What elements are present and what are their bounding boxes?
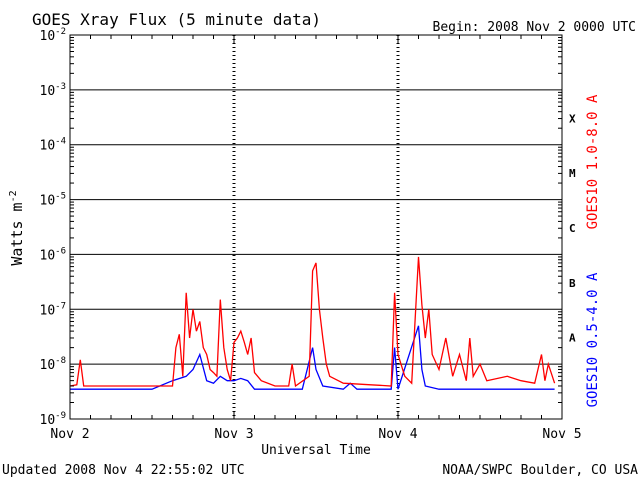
y-tick-base: 10 [40, 248, 56, 263]
x-tick-label: Nov 4 [378, 427, 417, 442]
chart-title: GOES Xray Flux (5 minute data) [32, 10, 321, 29]
flare-class-label: C [569, 222, 576, 235]
y-tick-base: 10 [40, 84, 56, 99]
y-tick-label: 10-2 [40, 27, 67, 44]
legend-long-label: GOES10 1.0-8.0 A [585, 94, 601, 229]
legend-short-label: GOES10 0.5-4.0 A [585, 272, 601, 407]
y-tick-base: 10 [40, 29, 56, 44]
y-tick-exp: -2 [55, 27, 66, 37]
y-tick-label: 10-8 [40, 356, 67, 373]
y-tick-base: 10 [40, 139, 56, 154]
y-tick-label: 10-9 [40, 411, 67, 428]
y-tick-base: 10 [40, 358, 56, 373]
y-tick-exp: -9 [55, 411, 66, 421]
y-tick-exp: -3 [55, 82, 66, 92]
y-tick-base: 10 [40, 194, 56, 209]
svg-text:Watts m-2: Watts m-2 [8, 190, 26, 265]
y-tick-exp: -5 [55, 192, 66, 202]
flare-class-label: B [569, 277, 576, 290]
y-tick-label: 10-5 [40, 192, 67, 209]
x-axis-label: Universal Time [261, 443, 371, 458]
flare-class-labels: X M C B A [569, 112, 576, 344]
y-tick-label: 10-6 [40, 246, 67, 263]
y-tick-exp: -4 [55, 137, 66, 147]
y-axis-label: Watts m-2 [8, 190, 26, 265]
flare-class-label: A [569, 332, 576, 345]
series-line-long [69, 256, 556, 388]
y-tick-base: 10 [40, 413, 56, 428]
x-tick-label: Nov 3 [214, 427, 253, 442]
credit-text: NOAA/SWPC Boulder, CO USA [442, 463, 638, 478]
x-tick-label: Nov 2 [50, 427, 89, 442]
series-lines [69, 256, 556, 390]
updated-timestamp: Updated 2008 Nov 4 22:55:02 UTC [2, 463, 245, 478]
y-tick-label: 10-4 [40, 137, 67, 154]
y-tick-base: 10 [40, 303, 56, 318]
y-axis-label-main: Watts m [8, 202, 26, 265]
y-tick-exp: -7 [55, 301, 66, 311]
legend-short-channel: GOES10 0.5-4.0 A [585, 272, 601, 407]
series-line-short [70, 325, 555, 390]
legend-long-channel: GOES10 1.0-8.0 A [585, 94, 601, 229]
y-tick-exp: -6 [55, 246, 66, 256]
x-tick-label: Nov 5 [542, 427, 581, 442]
begin-date: Begin: 2008 Nov 2 0000 UTC [433, 20, 637, 35]
y-axis-label-exp: -2 [8, 190, 19, 202]
y-tick-label: 10-3 [40, 82, 67, 99]
flare-class-label: X [569, 112, 576, 125]
grid [70, 34, 562, 420]
x-axis-ticks: Nov 2 Nov 3 Nov 4 Nov 5 [50, 35, 582, 442]
y-axis-ticks: 10-210-310-410-510-610-710-810-9 [40, 27, 562, 428]
y-tick-label: 10-7 [40, 301, 67, 318]
flare-class-label: M [569, 167, 576, 180]
y-tick-exp: -8 [55, 356, 66, 366]
